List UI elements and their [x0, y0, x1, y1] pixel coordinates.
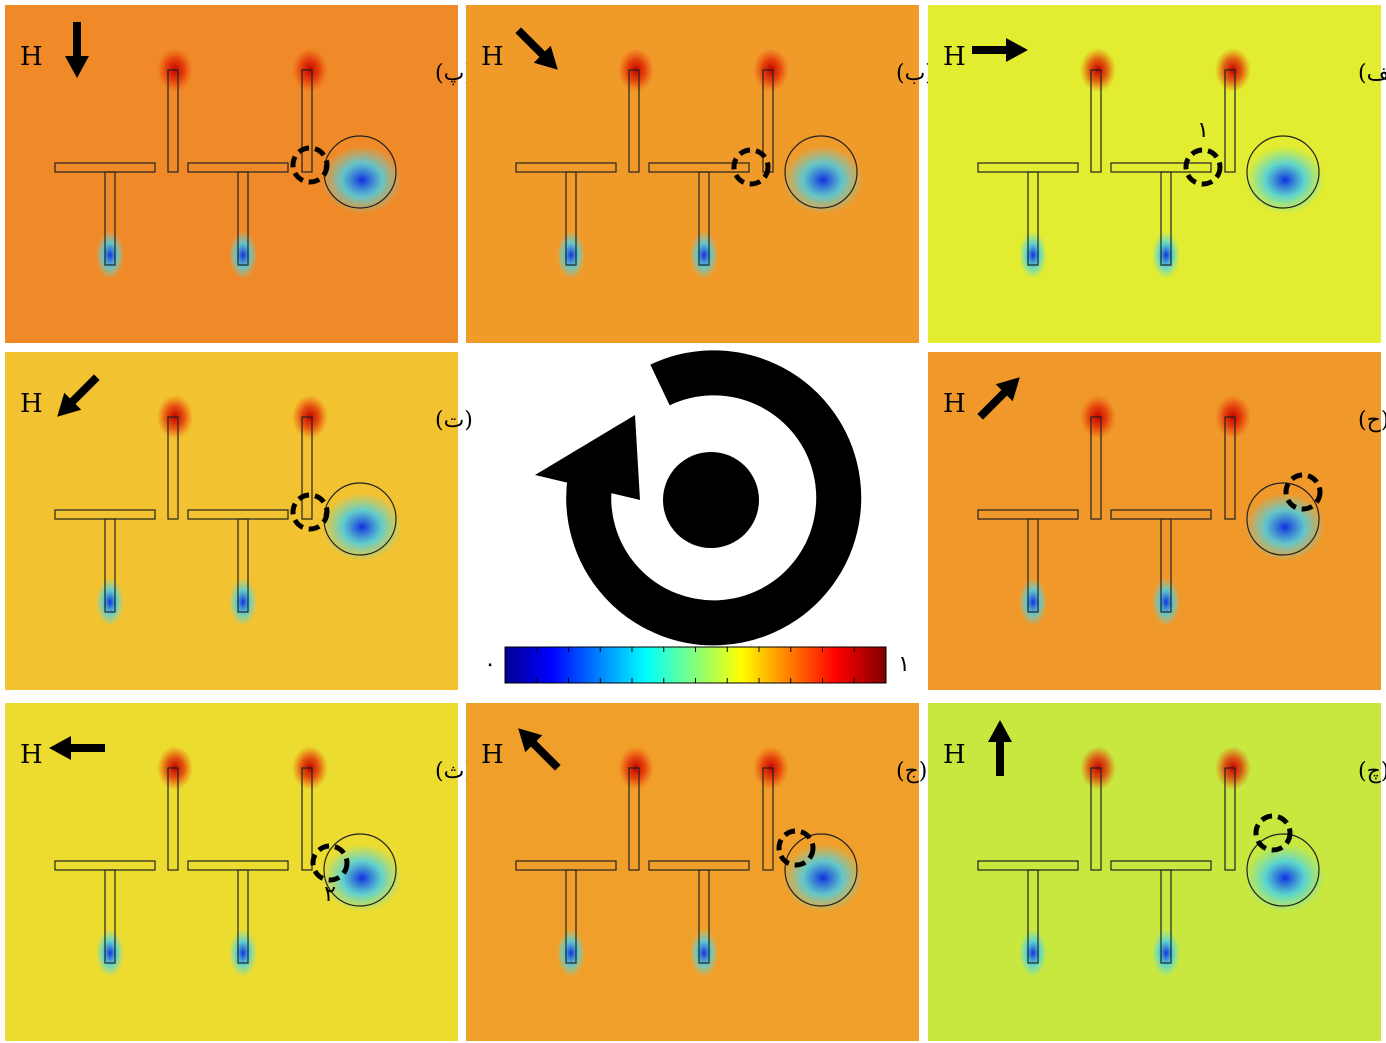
- panel: H(پ): [5, 5, 473, 343]
- panel-label: (چ): [1358, 759, 1386, 784]
- field-low: [1019, 578, 1047, 626]
- field-low: [1019, 231, 1047, 279]
- field-low: [690, 929, 718, 977]
- field-low: [96, 231, 124, 279]
- field-low: [229, 929, 257, 977]
- field-low: [96, 578, 124, 626]
- panel: H (چ): [928, 703, 1386, 1041]
- panel: H (ح): [928, 352, 1386, 690]
- field-low: [690, 231, 718, 279]
- field-low: [557, 929, 585, 977]
- field-label: H: [20, 42, 43, 72]
- field-low: [1245, 493, 1325, 561]
- panel: H (ت): [5, 352, 473, 690]
- field-low: [783, 146, 863, 214]
- panel: H (ج): [466, 703, 927, 1041]
- colorbar: [505, 647, 886, 683]
- field-label: H: [943, 42, 966, 72]
- panel-label: (ت): [435, 408, 473, 433]
- panel-label: (ج): [896, 759, 927, 784]
- field-low: [783, 844, 863, 912]
- field-label: H: [481, 42, 504, 72]
- field-low: [96, 929, 124, 977]
- field-label: H: [481, 740, 504, 770]
- field-low: [229, 231, 257, 279]
- panel: H(ب): [466, 5, 934, 343]
- panel-label: (ح): [1358, 408, 1386, 433]
- field-low: [1245, 844, 1325, 912]
- field-low: [1245, 146, 1325, 214]
- field-low: [229, 578, 257, 626]
- field-label: H: [20, 740, 43, 770]
- field-low: [1152, 929, 1180, 977]
- field-low: [1019, 929, 1047, 977]
- field-low: [322, 146, 402, 214]
- field-label: H: [943, 389, 966, 419]
- field-low: [557, 231, 585, 279]
- field-label: H: [20, 389, 43, 419]
- panel: H(ث)۲: [5, 703, 473, 1041]
- panel: H (الف) ۱: [928, 5, 1386, 343]
- field-low: [1152, 578, 1180, 626]
- rotation-icon: [535, 373, 839, 623]
- field-label: H: [943, 740, 966, 770]
- panel-label: (الف): [1358, 61, 1386, 86]
- field-low: [322, 493, 402, 561]
- colorbar-label: ۰: [484, 652, 496, 677]
- colorbar-label: ۱: [898, 652, 910, 677]
- figure: H(پ)H(ب)H(الف)۱H(ت)H(ح)H(ث)۲H(ج)H(چ)۰۱: [0, 0, 1386, 1043]
- marker-label: ۱: [1197, 118, 1209, 143]
- marker-label: ۲: [324, 882, 336, 907]
- field-low: [1152, 231, 1180, 279]
